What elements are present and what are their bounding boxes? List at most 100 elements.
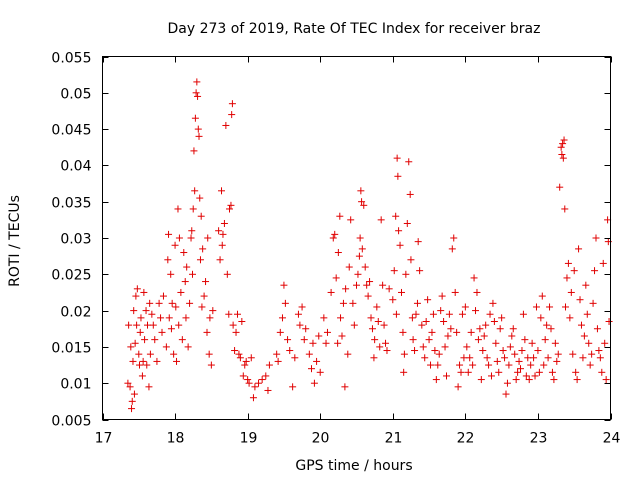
data-point <box>575 245 583 253</box>
data-point <box>341 383 349 391</box>
data-point <box>477 376 485 384</box>
data-point <box>419 343 427 351</box>
data-point <box>178 336 186 344</box>
data-point <box>467 328 475 336</box>
data-point <box>309 339 317 347</box>
data-point <box>192 89 200 97</box>
data-point <box>429 310 437 318</box>
data-point <box>168 299 176 307</box>
data-point <box>512 376 520 384</box>
data-point <box>242 357 250 365</box>
data-point <box>559 140 567 148</box>
data-point <box>153 357 161 365</box>
data-point <box>129 357 137 365</box>
data-point <box>371 336 379 344</box>
y-tick-label: 0.055 <box>51 51 91 67</box>
data-point <box>188 270 196 278</box>
data-point <box>262 372 270 380</box>
data-point <box>207 361 215 369</box>
data-point <box>564 259 572 267</box>
data-point <box>570 267 578 275</box>
data-point <box>155 299 163 307</box>
data-point <box>502 390 510 398</box>
data-point <box>235 350 243 358</box>
data-point <box>342 285 350 293</box>
data-point <box>187 234 195 242</box>
data-point <box>518 347 526 355</box>
data-point <box>461 303 469 311</box>
data-point <box>601 339 609 347</box>
data-point <box>332 274 340 282</box>
data-point <box>130 390 138 398</box>
data-point <box>202 278 210 286</box>
data-point <box>286 347 294 355</box>
data-point <box>204 234 212 242</box>
data-point <box>130 307 138 315</box>
y-tick-label: 0.04 <box>60 159 91 175</box>
data-point <box>184 343 192 351</box>
data-point <box>354 270 362 278</box>
data-point <box>315 332 323 340</box>
data-point <box>225 310 233 318</box>
data-point <box>200 292 208 300</box>
data-point <box>327 288 335 296</box>
y-tick-label: 0.03 <box>60 232 91 248</box>
data-point <box>258 376 266 384</box>
data-point <box>425 336 433 344</box>
data-point <box>399 328 407 336</box>
data-point <box>409 336 417 344</box>
data-point <box>441 343 449 351</box>
data-point <box>218 241 226 249</box>
data-point <box>241 361 249 369</box>
data-point <box>448 245 456 253</box>
data-point <box>223 270 231 278</box>
data-point <box>229 321 237 329</box>
axis-ticks <box>102 56 612 421</box>
data-point <box>245 379 253 387</box>
data-point <box>135 350 143 358</box>
data-point <box>527 361 535 369</box>
data-point <box>534 347 542 355</box>
data-point <box>582 281 590 289</box>
data-point <box>247 354 255 362</box>
data-point <box>170 350 178 358</box>
data-point <box>428 328 436 336</box>
data-point <box>501 354 509 362</box>
data-point <box>511 350 519 358</box>
data-point <box>382 339 390 347</box>
data-point <box>447 325 455 333</box>
data-point <box>562 303 570 311</box>
data-point <box>167 325 175 333</box>
data-point <box>445 310 453 318</box>
data-point <box>453 328 461 336</box>
data-point <box>353 281 360 289</box>
data-point <box>194 92 202 100</box>
data-point <box>437 307 445 315</box>
data-point <box>474 336 482 344</box>
data-point <box>525 376 533 384</box>
data-point <box>280 281 288 289</box>
x-axis-title: GPS time / hours <box>295 458 412 474</box>
data-point <box>383 347 391 355</box>
data-point <box>496 325 504 333</box>
data-point <box>397 288 405 296</box>
data-point <box>197 212 205 220</box>
data-point <box>479 347 487 355</box>
data-point <box>191 187 199 195</box>
data-point <box>451 288 459 296</box>
data-point <box>344 350 352 358</box>
data-point <box>515 357 523 365</box>
data-point <box>193 78 201 86</box>
data-point <box>198 303 206 311</box>
data-point <box>414 238 422 246</box>
data-point <box>440 317 448 325</box>
data-point <box>463 343 471 351</box>
y-tick-label: 0.045 <box>51 123 91 139</box>
data-point <box>349 299 357 307</box>
data-point <box>136 328 144 336</box>
data-point <box>294 310 302 318</box>
data-point <box>206 314 214 322</box>
data-point <box>180 249 188 257</box>
